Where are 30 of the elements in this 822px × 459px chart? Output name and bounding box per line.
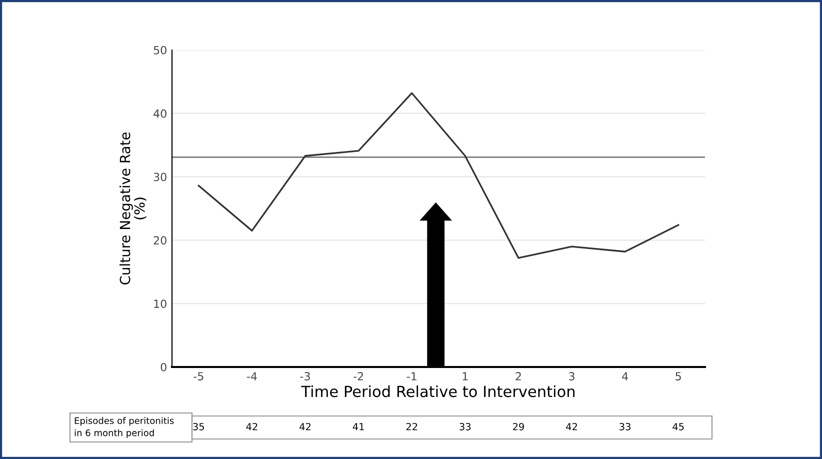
y-tick-label: 20	[154, 236, 166, 245]
y-tick-label: 50	[154, 46, 166, 54]
y-tick-label: 30	[154, 172, 166, 182]
text: 42	[246, 422, 258, 430]
x-axis-title: Time Period Relative to Intervention	[301, 385, 575, 398]
text: 42	[300, 422, 310, 430]
text: 29	[512, 422, 524, 430]
text: 42	[566, 422, 577, 430]
x-tick-label: -1	[406, 372, 416, 380]
y-tick-label: 10	[154, 300, 166, 308]
y-axis-title: Culture Negative Rate (%)	[120, 132, 146, 284]
text: 33	[460, 422, 471, 430]
x-tick-label: 2	[516, 372, 521, 380]
text: 35	[193, 422, 204, 430]
text: 33	[620, 422, 630, 430]
x-tick-label: 4	[622, 372, 628, 380]
text: Episodes of peritonitis in 6 month period	[74, 417, 174, 438]
x-tick-label: -5	[194, 372, 204, 380]
text: 45	[672, 423, 684, 430]
x-tick-label: 1	[462, 372, 468, 380]
text: 22	[406, 422, 418, 430]
y-tick-label: 0	[160, 362, 166, 372]
x-tick-label: -3	[300, 372, 310, 380]
x-tick-label: 3	[569, 372, 574, 380]
text: 41	[352, 423, 364, 430]
x-tick-label: -4	[246, 372, 257, 380]
line-series	[198, 92, 680, 259]
x-tick-label: -2	[354, 372, 363, 380]
x-tick-label: 5	[676, 372, 681, 380]
y-tick-label: 40	[154, 109, 166, 118]
